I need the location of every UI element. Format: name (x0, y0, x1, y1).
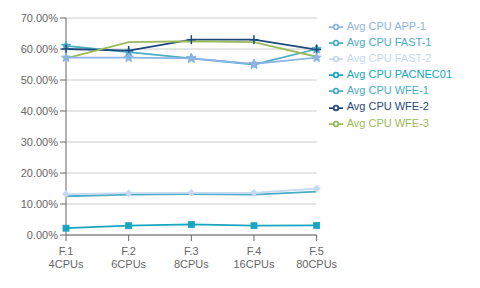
svg-text:10.00%: 10.00% (21, 198, 59, 210)
svg-text:30.00%: 30.00% (21, 136, 59, 148)
svg-text:F.580CPUs: F.580CPUs (296, 245, 337, 270)
svg-text:70.00%: 70.00% (21, 12, 59, 24)
html-text:Avg CPU APP-1: Avg CPU APP-1 (346, 20, 426, 32)
html-text:Avg CPU FAST-2: Avg CPU FAST-2 (346, 52, 432, 65)
svg-text:0.00%: 0.00% (27, 229, 58, 241)
html-text:Avg CPU WFE-2: Avg CPU WFE-2 (346, 100, 429, 113)
html-text:Avg CPU WFE-1: Avg CPU WFE-1 (346, 84, 429, 97)
html-text:Avg CPU WFE-3: Avg CPU WFE-3 (346, 116, 429, 129)
svg-text:F.26CPUs: F.26CPUs (111, 245, 146, 270)
svg-text:50.00%: 50.00% (21, 74, 59, 86)
svg-text:60.00%: 60.00% (21, 43, 59, 55)
html-text:Avg CPU PACNEC01: Avg CPU PACNEC01 (346, 68, 452, 81)
svg-text:F.14CPUs: F.14CPUs (49, 245, 84, 270)
svg-text:F.38CPUs: F.38CPUs (174, 245, 209, 270)
svg-text:F.416CPUs: F.416CPUs (233, 245, 274, 270)
svg-text:20.00%: 20.00% (21, 167, 59, 179)
svg-text:40.00%: 40.00% (21, 105, 59, 117)
html-text:Avg CPU FAST-1: Avg CPU FAST-1 (346, 36, 432, 49)
